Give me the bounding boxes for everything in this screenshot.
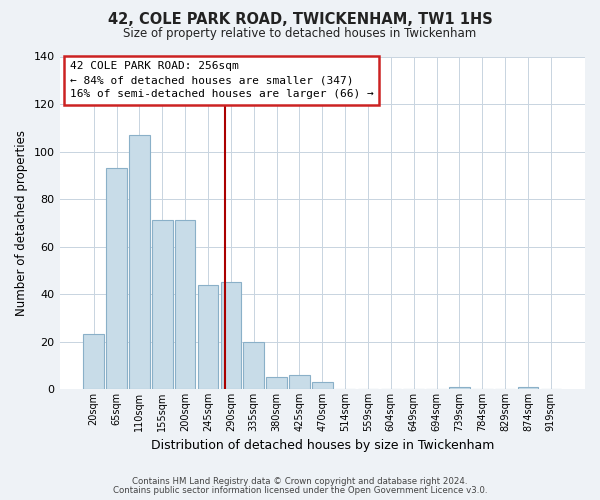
Bar: [152, 220, 173, 389]
Bar: [289, 375, 310, 389]
Bar: [106, 168, 127, 389]
Text: Contains public sector information licensed under the Open Government Licence v3: Contains public sector information licen…: [113, 486, 487, 495]
Bar: [83, 334, 104, 389]
Bar: [449, 386, 470, 389]
X-axis label: Distribution of detached houses by size in Twickenham: Distribution of detached houses by size …: [151, 440, 494, 452]
Bar: [198, 284, 218, 389]
Bar: [312, 382, 332, 389]
Text: 42 COLE PARK ROAD: 256sqm
← 84% of detached houses are smaller (347)
16% of semi: 42 COLE PARK ROAD: 256sqm ← 84% of detac…: [70, 62, 374, 100]
Bar: [175, 220, 196, 389]
Text: Contains HM Land Registry data © Crown copyright and database right 2024.: Contains HM Land Registry data © Crown c…: [132, 477, 468, 486]
Y-axis label: Number of detached properties: Number of detached properties: [15, 130, 28, 316]
Bar: [518, 386, 538, 389]
Bar: [266, 377, 287, 389]
Bar: [129, 135, 150, 389]
Text: 42, COLE PARK ROAD, TWICKENHAM, TW1 1HS: 42, COLE PARK ROAD, TWICKENHAM, TW1 1HS: [107, 12, 493, 28]
Bar: [244, 342, 264, 389]
Bar: [221, 282, 241, 389]
Text: Size of property relative to detached houses in Twickenham: Size of property relative to detached ho…: [124, 28, 476, 40]
